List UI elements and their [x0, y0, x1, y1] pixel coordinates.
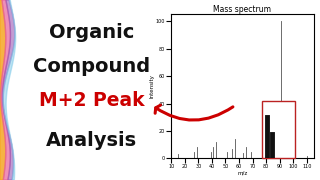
Text: M+2 Peak: M+2 Peak [39, 91, 144, 110]
Text: Organic: Organic [49, 23, 134, 42]
X-axis label: m/z: m/z [237, 171, 248, 176]
Title: Mass spectrum: Mass spectrum [213, 5, 271, 14]
Y-axis label: Intensity: Intensity [149, 75, 155, 98]
Text: Compound: Compound [33, 57, 150, 76]
Bar [262, 101, 295, 158]
Text: Analysis: Analysis [46, 131, 137, 150]
